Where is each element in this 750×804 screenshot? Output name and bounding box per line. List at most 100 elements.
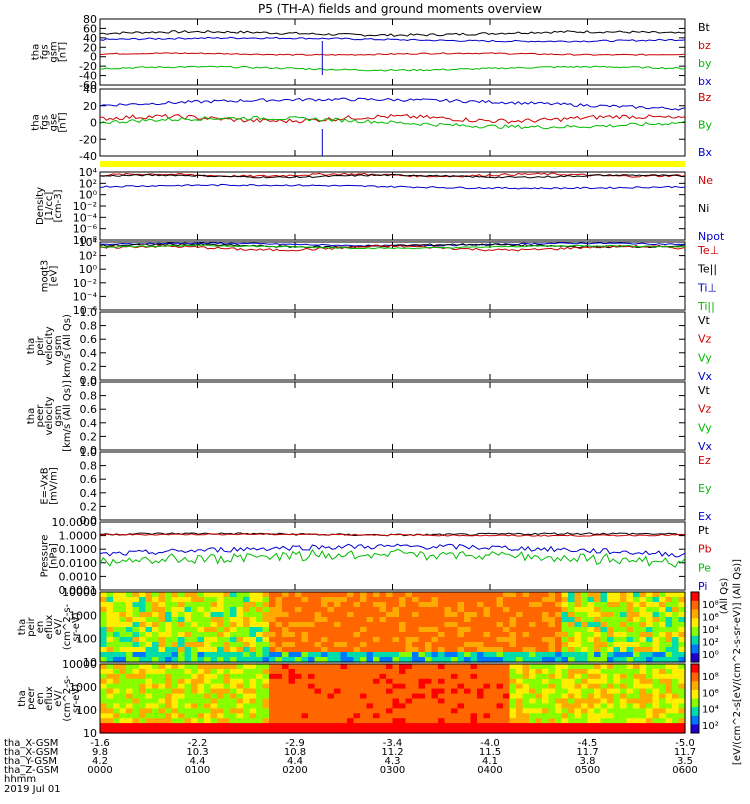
spec-cell (106, 632, 114, 638)
spec-cell (269, 592, 277, 598)
spec-cell (295, 673, 303, 680)
spec-cell (282, 713, 290, 719)
y-axis-label: peir (26, 616, 37, 636)
spec-cell (314, 693, 322, 700)
spec-cell (236, 698, 244, 704)
spec-cell (204, 617, 212, 623)
spec-cell (470, 664, 478, 670)
spec-cell (620, 708, 628, 714)
spec-cell (353, 668, 361, 675)
spec-cell (438, 728, 446, 734)
spec-cell (444, 612, 452, 618)
panels: 806040200-20-40-60thafgsgsm[nT]Btbzbybx4… (17, 13, 730, 740)
spec-cell (490, 652, 498, 658)
y-tick-label: 20 (83, 41, 97, 54)
spec-cell (464, 708, 472, 714)
spec-cell (672, 698, 680, 704)
spec-cell (652, 657, 660, 663)
spec-cell (178, 602, 186, 608)
spec-cell (327, 713, 335, 719)
spec-cell (256, 592, 264, 598)
spec-cell (587, 592, 595, 598)
y-axis-label: en (35, 621, 46, 634)
spec-cell (165, 723, 173, 729)
spec-cell (132, 718, 140, 724)
spec-cell (470, 622, 478, 628)
spec-cell (574, 728, 582, 734)
spec-cell (490, 678, 498, 685)
spec-cell (275, 607, 283, 613)
spec-cell (360, 723, 368, 729)
spec-cell (171, 617, 179, 623)
spec-cell (262, 673, 270, 680)
spec-cell (522, 728, 530, 734)
spec-cell (412, 627, 420, 633)
spec-cell (171, 607, 179, 613)
spec-cell (106, 698, 114, 704)
date-label: 2019 Jul 01 (4, 784, 61, 795)
colorbar-step (691, 724, 699, 734)
spec-cell (620, 652, 628, 658)
spec-cell (620, 703, 628, 709)
spec-cell (275, 597, 283, 603)
spec-cell (152, 592, 160, 598)
spec-cell (542, 602, 550, 608)
spec-cell (119, 688, 127, 695)
spec-cell (132, 602, 140, 608)
spec-cell (483, 723, 491, 729)
spec-cell (431, 607, 439, 613)
spec-cell (600, 612, 608, 618)
spec-cell (301, 597, 309, 603)
spec-cell (672, 647, 680, 653)
spec-cell (548, 698, 556, 704)
spec-cell (353, 683, 361, 690)
y-axis-label: tha (31, 114, 42, 130)
spec-cell (626, 693, 634, 700)
spec-cell (334, 592, 342, 598)
spec-cell (581, 723, 589, 729)
colorbar-tick-label: 10⁶ (702, 613, 719, 624)
spec-cell (288, 642, 296, 648)
spec-cell (431, 683, 439, 690)
spec-cell (217, 602, 225, 608)
spec-cell (542, 688, 550, 695)
spec-cell (113, 688, 121, 695)
spec-cell (158, 723, 166, 729)
spec-cell (633, 688, 641, 695)
spec-cell (665, 668, 673, 675)
spec-cell (379, 708, 387, 714)
spec-cell (360, 678, 368, 685)
spec-cell (100, 657, 108, 663)
spec-cell (464, 617, 472, 623)
spec-cell (613, 592, 621, 598)
spec-cell (106, 703, 114, 709)
spec-cell (256, 664, 264, 670)
spec-cell (626, 622, 634, 628)
spec-cell (327, 657, 335, 663)
spec-cell (165, 652, 173, 658)
spec-cell (126, 668, 134, 675)
legend-ey: Ey (698, 482, 712, 495)
spec-cell (405, 698, 413, 704)
spec-cell (165, 683, 173, 690)
spec-cell (360, 703, 368, 709)
spec-cell (568, 683, 576, 690)
spec-cell (574, 602, 582, 608)
spec-cell (542, 637, 550, 643)
spec-cell (639, 602, 647, 608)
spec-cell (113, 703, 121, 709)
spec-cell (340, 627, 348, 633)
spec-cell (470, 592, 478, 598)
spec-cell (373, 728, 381, 734)
spec-cell (665, 678, 673, 685)
spec-cell (620, 622, 628, 628)
spec-cell (308, 713, 316, 719)
spec-cell (626, 612, 634, 618)
spec-cell (327, 637, 335, 643)
footer-value: 0600 (672, 765, 697, 776)
spec-cell (626, 723, 634, 729)
spec-cell (509, 627, 517, 633)
spec-cell (581, 602, 589, 608)
spec-cell (243, 713, 251, 719)
spec-cell (269, 617, 277, 623)
